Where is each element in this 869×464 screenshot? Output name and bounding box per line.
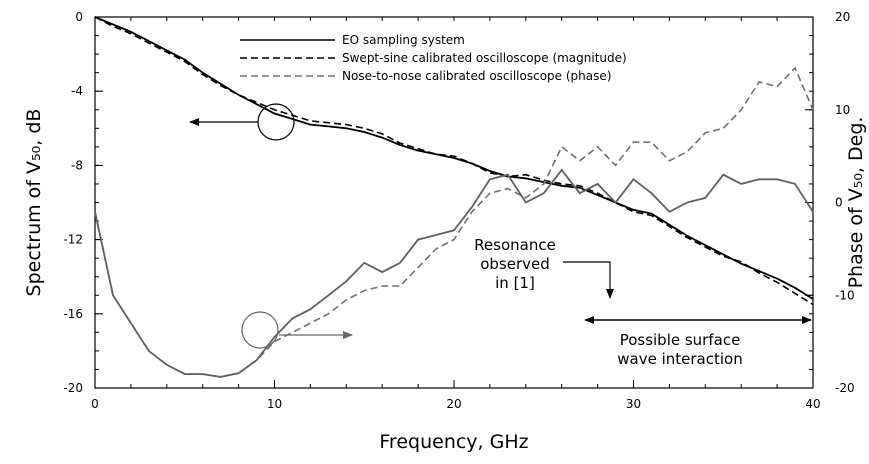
annotation: Resonance [474,236,556,254]
legend-label: EO sampling system [342,33,465,47]
x-tick-label: 10 [267,397,282,411]
series-line [94,168,814,378]
series-line [94,16,814,300]
x-axis-label: Frequency, GHz [379,431,528,453]
x-tick-label: 20 [446,397,461,411]
y-tick-label: -4 [71,84,83,98]
y2-axis-label: Phase of V₅₀, Deg. [845,117,867,289]
y-tick-label: 0 [75,10,83,24]
x-tick-label: 0 [91,397,99,411]
annotation: in [1] [495,274,535,292]
y-tick-label: -20 [63,381,83,395]
y-tick-label: -12 [63,233,83,247]
series-line [94,16,814,306]
y2-tick-label: 10 [835,103,850,117]
callout-circle [241,311,279,349]
annotation: observed [480,255,550,273]
callout-circle [257,103,295,141]
x-tick-label: 30 [626,397,641,411]
resonance-arrow [563,261,614,299]
y-tick-label: -8 [71,158,83,172]
legend-label: Swept-sine calibrated oscilloscope (magn… [342,51,627,65]
y-axis-label: Spectrum of V₅₀, dB [23,109,45,297]
annotation: Possible surface [620,331,741,349]
x-tick-label: 40 [805,397,820,411]
y2-tick-label: -20 [835,381,855,395]
annotation: wave interaction [617,350,742,368]
y2-tick-label: 0 [835,196,843,210]
y-tick-label: -16 [63,307,83,321]
legend-label: Nose-to-nose calibrated oscilloscope (ph… [342,69,611,83]
y2-tick-label: 20 [835,10,850,24]
y2-tick-label: -10 [835,288,855,302]
